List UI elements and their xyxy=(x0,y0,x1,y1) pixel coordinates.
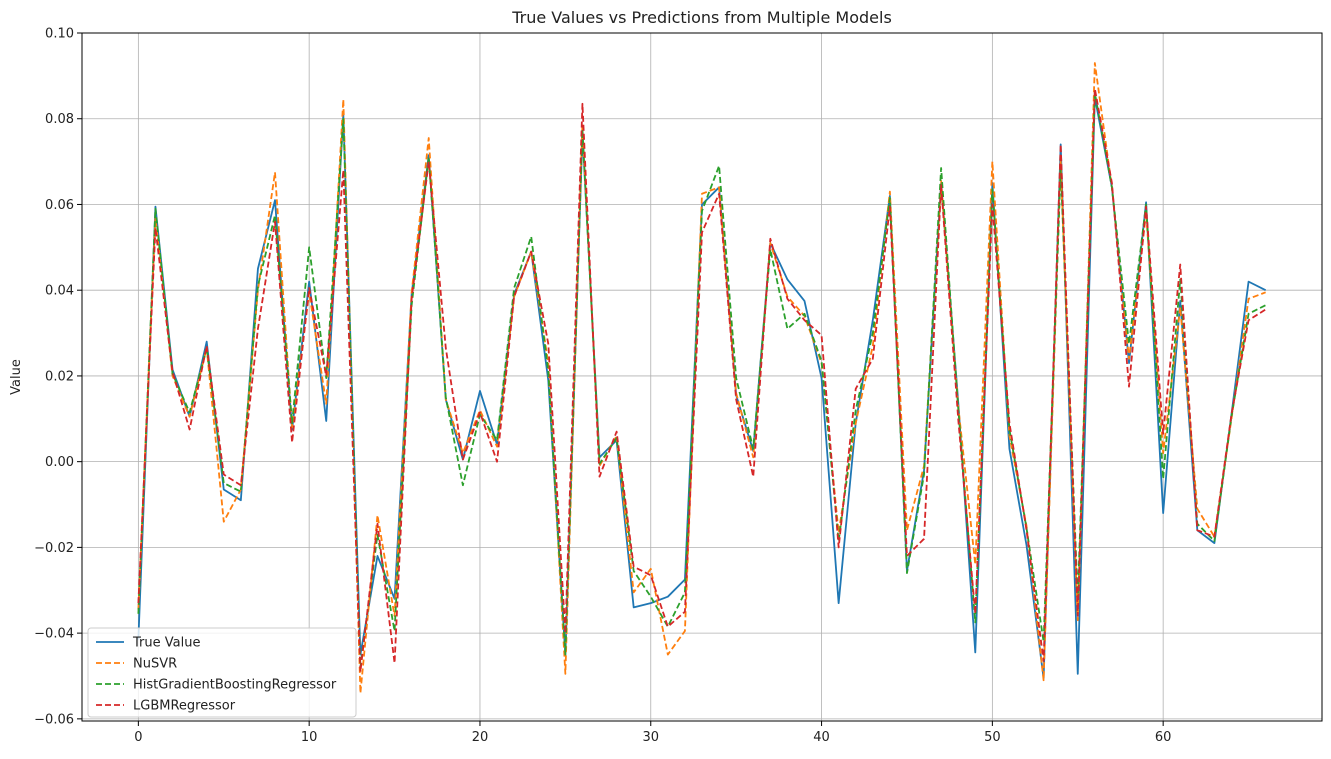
legend-label: NuSVR xyxy=(133,657,177,672)
legend-label: LGBMRegressor xyxy=(133,699,236,714)
legend-box xyxy=(87,627,357,718)
y-tick-label: 0.06 xyxy=(45,198,74,213)
series-line-lgbmregressor xyxy=(137,87,1267,673)
y-tick-label: 0.00 xyxy=(45,455,74,470)
x-axis: 0 10 20 30 40 50 60 xyxy=(134,721,1171,745)
chart-title: True Values vs Predictions from Multiple… xyxy=(511,8,892,27)
plot-area xyxy=(82,33,1322,721)
legend: True Value NuSVR HistGradientBoostingRegre… xyxy=(87,627,357,718)
y-tick-label: −0.06 xyxy=(34,712,74,727)
y-tick-label: 0.04 xyxy=(45,284,74,299)
y-axis: −0.06 −0.04 −0.02 0.00 0.02 0.04 0.06 0.08 0.10 xyxy=(34,27,82,727)
x-tick-label: 40 xyxy=(813,730,830,745)
series-line-nusvr xyxy=(137,62,1266,695)
x-tick-label: 30 xyxy=(642,730,659,745)
legend-label: True Value xyxy=(132,636,200,651)
plot-frame xyxy=(81,32,1323,722)
x-tick-label: 20 xyxy=(472,730,489,745)
x-tick-label: 50 xyxy=(984,730,1001,745)
y-tick-label: 0.08 xyxy=(45,112,74,127)
y-tick-label: −0.02 xyxy=(34,541,74,556)
y-axis-title: Value xyxy=(9,359,24,395)
y-tick-label: 0.02 xyxy=(45,369,74,384)
legend-label: HistGradientBoostingRegressor xyxy=(133,678,337,693)
y-tick-label: 0.10 xyxy=(45,27,74,42)
x-tick-label: 0 xyxy=(134,730,142,745)
y-tick-label: −0.04 xyxy=(34,627,74,642)
series-line-true-value xyxy=(137,96,1267,680)
x-tick-label: 10 xyxy=(301,730,318,745)
series-lines xyxy=(137,62,1267,695)
x-tick-label: 60 xyxy=(1155,730,1172,745)
